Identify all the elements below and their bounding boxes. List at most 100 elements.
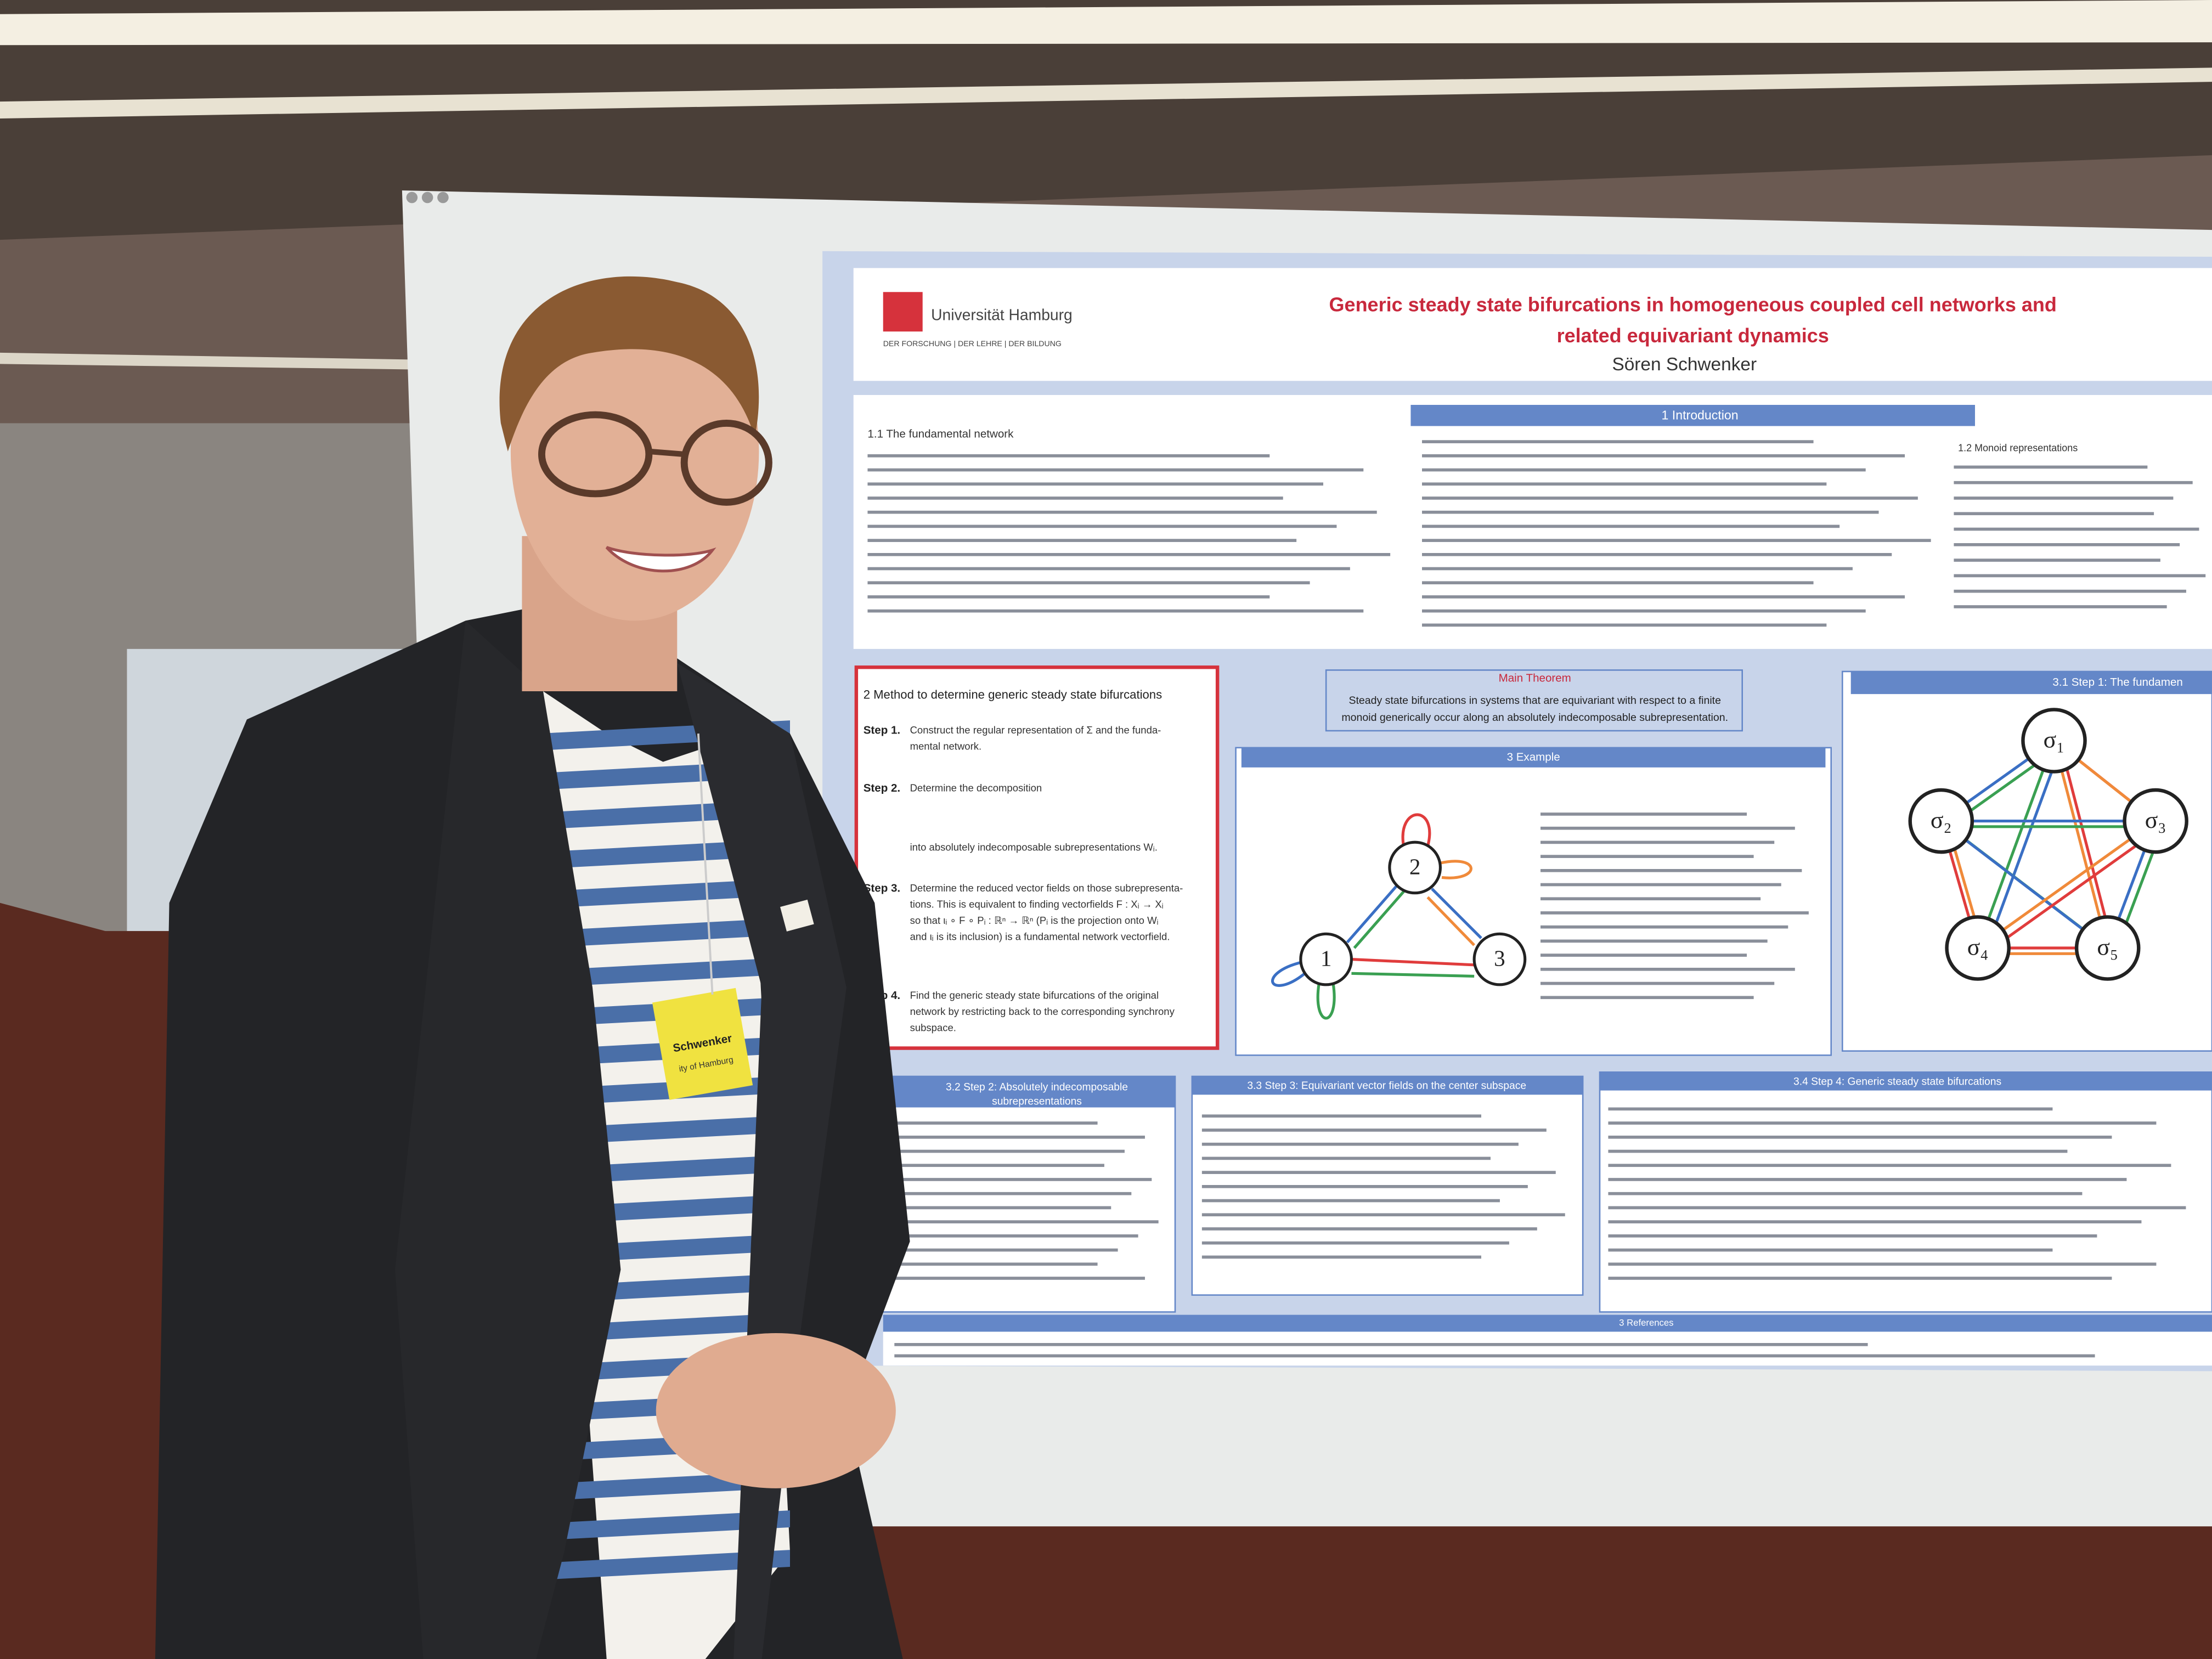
text-line	[1422, 567, 1853, 571]
text-line	[1422, 482, 1827, 486]
theorem-heading: Main Theorem	[1499, 672, 1571, 684]
lapel	[395, 620, 621, 1659]
text-line	[1422, 553, 1892, 556]
lanyard	[697, 733, 714, 995]
text-line	[1954, 496, 2174, 500]
edge	[1976, 740, 2056, 949]
heading-bar	[1410, 405, 1975, 426]
node-label: 3	[1494, 946, 1505, 971]
ceiling	[0, 0, 2212, 240]
text-line	[894, 1206, 1111, 1210]
node	[1908, 788, 1974, 854]
text-line	[867, 510, 1377, 514]
section-heading: subrepresentations	[992, 1096, 1082, 1107]
step-text: so that ιᵢ ∘ F ∘ Pᵢ : ℝⁿ → ℝⁿ (Pᵢ is the…	[910, 915, 1159, 926]
node	[1299, 932, 1353, 986]
path	[1438, 860, 1472, 879]
text-line	[867, 468, 1364, 472]
section-heading: 3.2 Step 2: Absolutely indecomposable	[946, 1082, 1128, 1093]
text-line	[894, 1354, 2095, 1358]
node	[1388, 840, 1442, 895]
text-line	[1541, 968, 1795, 971]
text-line	[894, 1121, 1098, 1125]
text-line	[894, 1234, 1138, 1238]
smile	[605, 546, 716, 573]
ceiling-light	[0, 352, 424, 370]
step-text: network by restricting back to the corre…	[910, 1006, 1175, 1017]
text-line	[867, 567, 1350, 571]
text-line	[1541, 897, 1761, 901]
text-line	[867, 524, 1337, 528]
text-line	[1954, 558, 2160, 562]
section-heading: 3.4 Step 4: Generic steady state bifurca…	[1793, 1076, 2001, 1087]
poster-title: Generic steady state bifurcations in hom…	[1329, 294, 2057, 316]
text-line	[1541, 925, 1788, 929]
path	[1316, 983, 1336, 1020]
text-line	[894, 1178, 1152, 1181]
text-line	[1608, 1107, 2053, 1111]
institution-motto: DER FORSCHUNG | DER LEHRE | DER BILDUNG	[883, 339, 1062, 348]
text-line	[1954, 574, 2206, 578]
glasses	[680, 420, 772, 506]
pin	[437, 191, 449, 204]
text-line	[1422, 510, 1879, 514]
step-label: Step 3.	[864, 882, 900, 894]
step-text: into absolutely indecomposable subrepres…	[910, 841, 1158, 853]
hands	[656, 1333, 896, 1488]
edge	[1983, 746, 2063, 955]
text-line	[1201, 1255, 1481, 1259]
path	[1271, 961, 1306, 988]
text-line	[1608, 1136, 2112, 1139]
text-line	[1422, 454, 1905, 458]
text-line	[1422, 595, 1905, 599]
stripe	[543, 1550, 790, 1580]
text-line	[1954, 589, 2186, 593]
heading-bar	[1850, 672, 2212, 695]
text-line	[867, 609, 1364, 613]
text-line	[894, 1343, 1868, 1346]
text-line	[1608, 1149, 2068, 1153]
node-label: 2	[1409, 854, 1421, 879]
text-line	[1201, 1199, 1500, 1203]
example-edges	[1271, 813, 1482, 1020]
example-nodes: 1 2 3	[1299, 840, 1527, 986]
theorem-box	[1325, 669, 1743, 732]
node-label: σ₃	[2145, 807, 2166, 833]
carpet	[0, 931, 170, 1659]
text-line	[1201, 1213, 1565, 1217]
text-line	[867, 539, 1297, 542]
step-label: Step 2.	[864, 782, 900, 794]
section-heading: 1.1 The fundamental network	[867, 427, 1014, 440]
text-line	[1541, 939, 1768, 943]
node	[2074, 915, 2141, 981]
text-line	[867, 581, 1310, 585]
text-line	[1954, 465, 2148, 469]
node	[2123, 788, 2188, 854]
text-line	[1541, 911, 1809, 915]
heading-bar	[883, 1076, 1175, 1108]
ceiling-light	[0, 67, 2212, 119]
text-line	[1954, 481, 2193, 484]
pin	[421, 191, 433, 204]
step-label: Step 1.	[864, 724, 900, 736]
node-label: σ₅	[2097, 934, 2118, 961]
text-line	[1201, 1227, 1537, 1231]
hair	[499, 276, 759, 452]
step-text: Construct the regular representation of …	[910, 724, 1161, 736]
badge-card	[652, 988, 753, 1100]
line	[1346, 885, 1398, 944]
text-line	[1201, 1142, 1519, 1146]
text-line	[1422, 581, 1814, 585]
text-line	[1201, 1128, 1547, 1132]
step-text: Find the generic steady state bifurcatio…	[910, 989, 1159, 1001]
text-line	[1608, 1220, 2142, 1223]
pin	[406, 191, 418, 204]
heading-bar	[1241, 747, 1826, 768]
section-heading: 1.2 Monoid representations	[1958, 442, 2078, 453]
text-line	[1608, 1164, 2171, 1167]
text-lines	[867, 440, 2206, 627]
logo	[883, 292, 923, 332]
line	[1353, 890, 1405, 949]
